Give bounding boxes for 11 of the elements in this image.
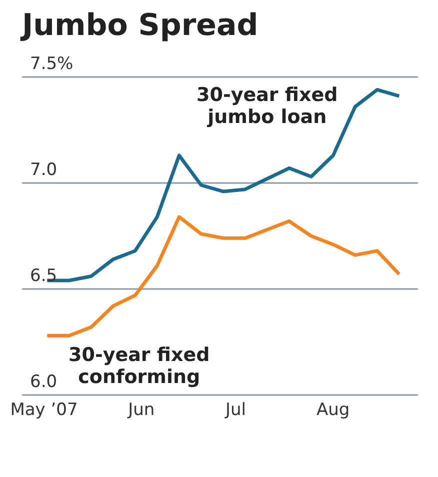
- series-label: 30-year fixed conforming: [68, 344, 210, 388]
- x-tick-label: Aug: [316, 400, 350, 420]
- y-tick-label: 7.5%: [30, 54, 74, 74]
- y-tick-label: 6.0: [30, 372, 58, 392]
- series-label: 30-year fixed jumbo loan: [196, 84, 338, 128]
- x-tick-label: Jun: [127, 400, 155, 420]
- y-tick-label: 7.0: [30, 160, 58, 180]
- x-tick-label: Jul: [224, 400, 246, 420]
- chart-title: Jumbo Spread: [22, 8, 260, 43]
- x-tick-label: May ’07: [10, 400, 78, 420]
- y-tick-label: 6.5: [30, 266, 58, 286]
